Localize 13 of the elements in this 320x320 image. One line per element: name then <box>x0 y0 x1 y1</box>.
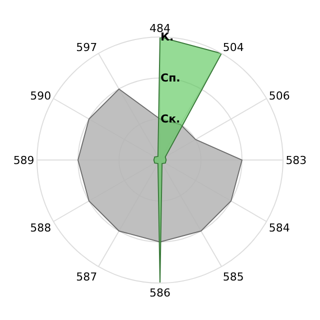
spoke-label: 588 <box>30 222 52 235</box>
spoke-label: 597 <box>76 41 98 54</box>
spoke-label: 586 <box>150 286 170 300</box>
spoke-label: 585 <box>222 270 244 284</box>
spoke-label: 583 <box>286 154 307 167</box>
y-tick-label: Ск. <box>160 112 180 126</box>
spoke-label: 590 <box>30 89 52 102</box>
spoke-label: 506 <box>268 89 290 102</box>
y-tick-label: Сп. <box>160 72 180 85</box>
spoke-label: 589 <box>13 154 34 167</box>
spoke-label: 584 <box>268 222 290 235</box>
spoke-label: 587 <box>76 270 98 284</box>
spoke-label: 504 <box>222 41 244 54</box>
